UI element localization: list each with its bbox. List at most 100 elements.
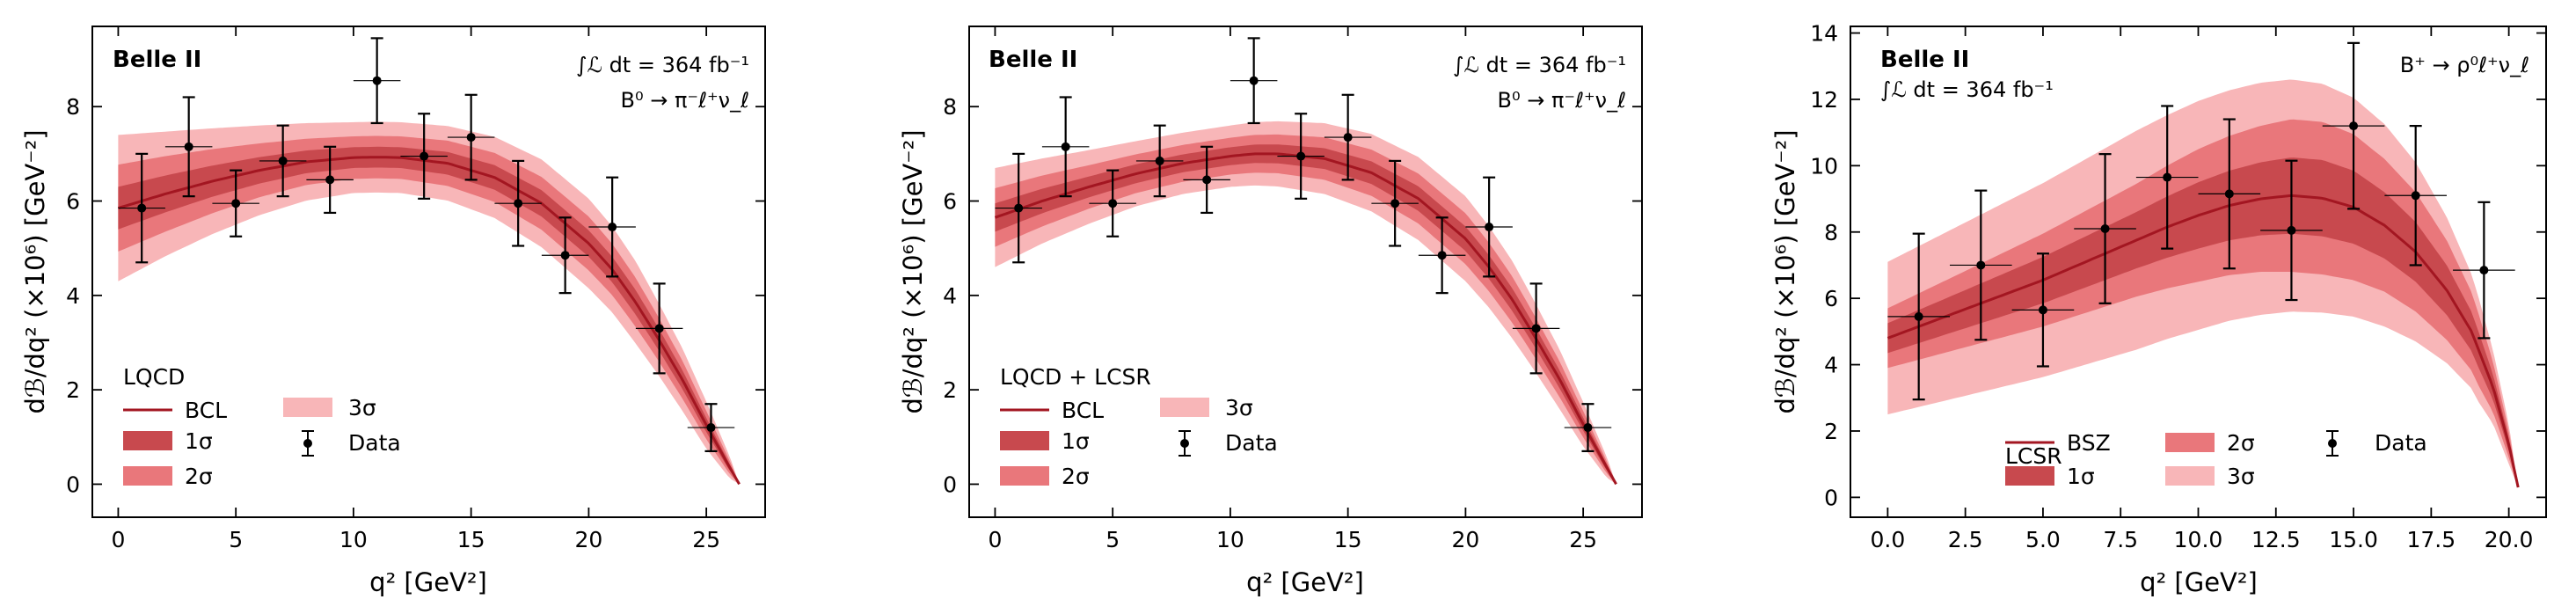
data-point [1089,169,1136,238]
plot-area [1886,41,2520,488]
data-point [353,37,401,125]
x-tick-label: 5.0 [2025,527,2061,552]
data-point [1512,282,1560,375]
x-tick-label: 25 [1569,527,1597,552]
data-point [259,124,307,198]
legend-2sigma-swatch [1000,466,1049,486]
data-point [494,159,542,247]
y-tick-label: 8 [943,94,957,120]
legend-2sigma-swatch [123,466,172,486]
x-tick-label: 20 [574,527,602,552]
x-tick-label: 5 [229,527,243,552]
y-tick-label: 2 [943,377,957,403]
panel-lcsr-rho: 0.0 2.5 5.0 7.5 10.0 12.5 15.0 17.5 20.0 0 2 4 6 8 10 1… [1770,21,2547,597]
y-tick-label: 4 [66,283,80,309]
legend-data-label: Data [2375,430,2427,456]
decay-annotation: B⁺ → ρ⁰ℓ⁺ν_ℓ [2400,53,2529,77]
legend: LCSR BSZ 1σ 2σ 3σ Data [2005,430,2427,489]
data-point [1230,37,1278,125]
x-tick-label: 7.5 [2103,527,2138,552]
legend: LQCD + LCSR BCL 1σ 2σ 3σ Data [1000,364,1278,489]
data-point [1041,96,1090,198]
y-tick-label: 10 [1810,153,1838,179]
x-tick-label: 5 [1106,527,1120,552]
y-tick-label: 6 [66,189,80,215]
data-point [1277,113,1324,200]
legend-3sigma-swatch [1160,398,1209,417]
data-point [541,216,589,295]
y-tick-label: 12 [1810,87,1838,113]
band-2sigma [118,135,740,485]
x-tick-label: 0.0 [1870,527,1905,552]
x-tick-label: 10 [1216,527,1244,552]
legend-data-marker [2326,430,2339,457]
x-tick-label: 0 [988,527,1002,552]
data-point [306,145,354,215]
legend-1sigma-swatch [123,431,172,450]
legend-2sigma-swatch [2165,433,2215,452]
x-tick-label: 12.5 [2251,527,2301,552]
x-tick-label: 15 [457,527,485,552]
y-tick-label: 4 [943,283,957,309]
legend-2sigma-label: 2σ [1062,464,1090,489]
data-point [2322,41,2385,210]
legend-fit-label: BCL [185,398,227,423]
data-point [447,93,495,181]
x-tick-label: 17.5 [2407,527,2456,552]
legend-3sigma-label: 3σ [2227,464,2255,489]
band-3sigma [118,121,740,485]
y-tick-label: 14 [1810,21,1838,47]
axes-frame [968,26,1643,518]
legend-3sigma-label: 3σ [348,395,376,420]
band-1sigma [118,146,740,485]
data-point [1418,216,1466,295]
legend-fit-label: BCL [1062,398,1104,423]
x-axis-label: q² [GeV²] [2140,567,2258,597]
x-axis-label: q² [GeV²] [369,567,487,597]
y-axis-label: dℬ/dq² (×10⁶) [GeV⁻²] [1770,129,1800,413]
data-point [1183,145,1230,215]
band-2sigma [995,134,1616,485]
legend: LQCD BCL 1σ 2σ 3σ Data [123,364,401,489]
legend-data-marker [1179,430,1191,457]
data-point [1564,403,1612,452]
band-1sigma [1887,157,2519,488]
data-point [2074,153,2136,304]
data-point [2384,125,2447,267]
data-point [1135,124,1184,198]
axes-frame [91,26,766,518]
data-point [1324,93,1372,181]
data-point [164,96,213,198]
luminosity-annotation: ∫ℒ dt = 364 fb⁻¹ [1880,77,2054,102]
legend-1sigma-label: 1σ [185,428,213,454]
x-tick-label: 25 [692,527,720,552]
x-tick-label: 10 [339,527,368,552]
decay-annotation: B⁰ → π⁻ℓ⁺ν_ℓ [1498,88,1626,113]
panel-lqcd-lcsr: 0 5 10 15 20 25 0 2 4 6 8 Belle II ∫ℒ dt = 364 fb⁻… [898,26,1643,597]
y-tick-label: 6 [1824,286,1838,311]
panel-lqcd: 0 5 10 15 20 25 0 2 4 6 8 Belle II ∫ℒ dt = 364 fb⁻… [20,26,766,597]
legend-1sigma-swatch [1000,431,1049,450]
data-point [588,176,636,278]
fit-central-line [117,156,741,486]
legend-title: LCSR [2005,443,2062,469]
legend-3sigma-label: 3σ [1225,395,1253,420]
belle-ii-label: Belle II [113,47,201,73]
y-tick-label: 8 [66,94,80,120]
y-axis-label: dℬ/dq² (×10⁶) [GeV⁻²] [20,129,50,413]
x-tick-label: 10.0 [2174,527,2223,552]
plot-area [994,37,1617,486]
legend-data-label: Data [348,430,401,456]
x-tick-label: 15.0 [2329,527,2378,552]
x-tick-label: 20 [1451,527,1479,552]
x-tick-label: 15 [1334,527,1362,552]
x-tick-label: 0 [111,527,125,552]
data-point [118,152,165,264]
data-point [1887,232,1950,401]
data-point [635,282,683,375]
y-tick-label: 4 [1824,353,1838,378]
y-axis-label: dℬ/dq² (×10⁶) [GeV⁻²] [898,129,928,413]
y-tick-label: 2 [1824,419,1838,444]
data-point [1950,189,2012,341]
